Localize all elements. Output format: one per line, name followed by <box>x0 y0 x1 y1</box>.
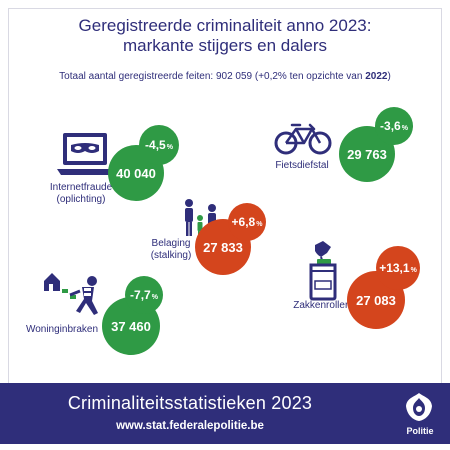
zakkenrollerij-label: Zakkenrollerij <box>293 300 353 311</box>
footer-banner <box>0 383 450 444</box>
belaging-change: +6,8 <box>231 215 256 229</box>
page-title-line1: Geregistreerde criminaliteit anno 2023: <box>78 16 372 35</box>
page-title-line2: markante stijgers en dalers <box>122 36 328 55</box>
internetfraude-value: 40 040 <box>116 165 156 181</box>
zakkenrollerij-value-bubble: 27 083 <box>347 271 405 329</box>
footer-url-link[interactable]: www.stat.federalepolitie.be <box>116 420 264 432</box>
fietsdiefstal-change-bubble: -3,6% <box>375 107 413 145</box>
laptop-mask-icon <box>57 133 113 175</box>
fietsdiefstal-value: 29 763 <box>347 146 387 162</box>
burglar-icon <box>44 273 98 315</box>
footer-title: Criminaliteitsstatistieken 2023 <box>67 393 313 413</box>
zakkenrollerij-change-bubble: +13,1% <box>376 246 420 290</box>
fietsdiefstal-label: Fietsdiefstal <box>275 160 329 171</box>
belaging-value: 27 833 <box>203 239 243 255</box>
zakkenrollerij-change: +13,1 <box>379 261 410 275</box>
bicycle-icon <box>274 123 332 155</box>
internetfraude-change-bubble: -4,5% <box>139 125 179 165</box>
pickpocket-icon <box>309 241 337 301</box>
police-brand-label: Politie <box>406 426 434 436</box>
page-subtitle: Totaal aantal geregistreerde feiten: 902… <box>59 71 391 82</box>
internetfraude-label: Internetfraude (oplichting) <box>49 182 113 205</box>
woninginbraken-value: 37 460 <box>111 318 151 334</box>
subtitle-year: 2022 <box>365 71 388 82</box>
belaging-change-bubble: +6,8% <box>228 203 266 241</box>
woninginbraken-change: -7,7 <box>130 288 151 302</box>
internetfraude-change: -4,5 <box>145 138 166 152</box>
woninginbraken-change-bubble: -7,7% <box>125 276 163 314</box>
belaging-label: Belaging (stalking) <box>150 238 192 261</box>
police-logo-icon <box>406 393 432 421</box>
woninginbraken-label: Woninginbraken <box>25 324 99 335</box>
zakkenrollerij-value: 27 083 <box>356 292 396 308</box>
fietsdiefstal-change: -3,6 <box>380 119 401 133</box>
